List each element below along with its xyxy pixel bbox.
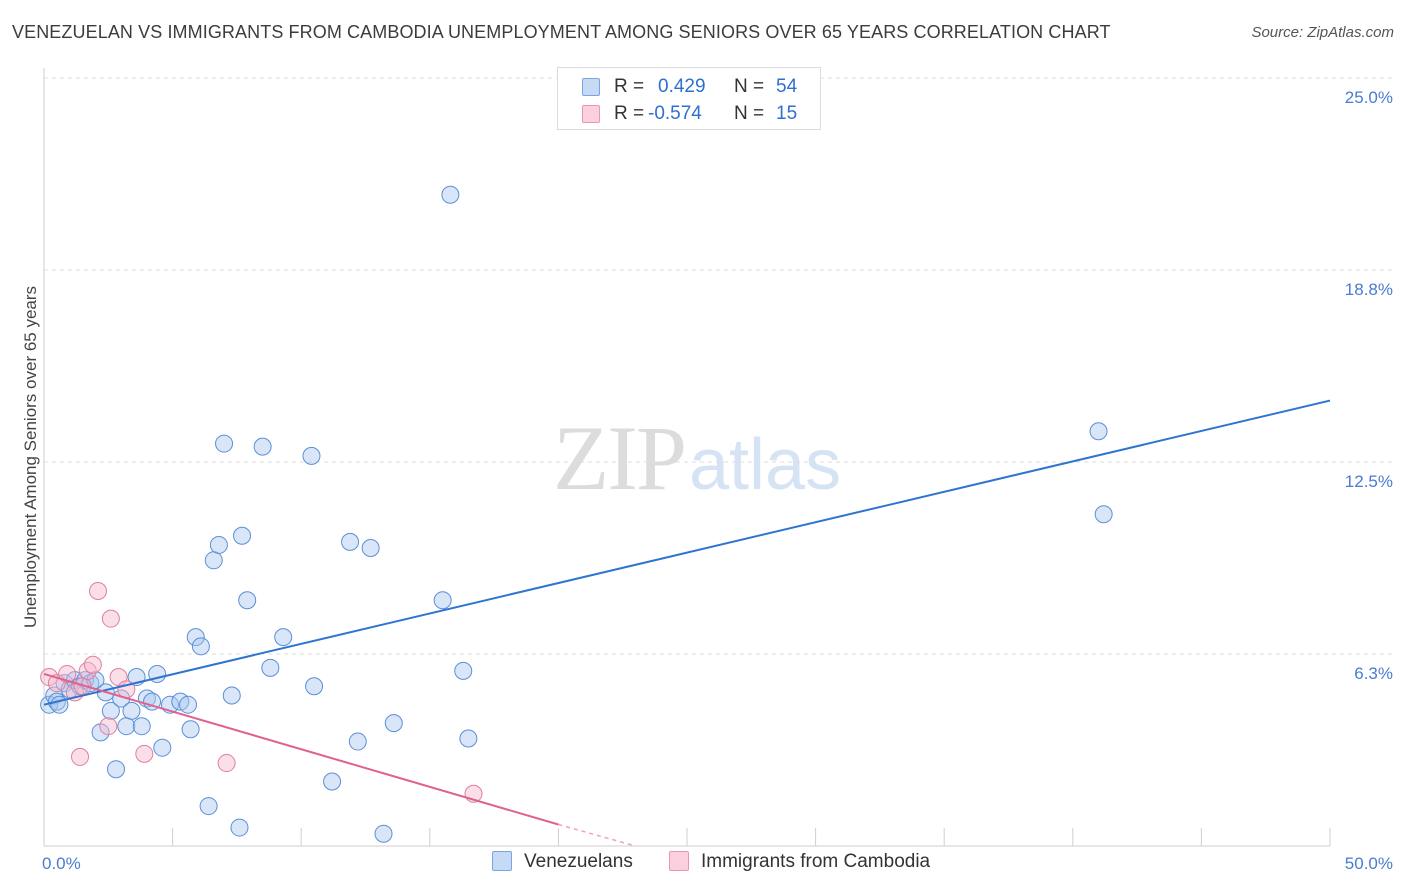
point-series1-7 [89,582,108,601]
point-series0-50 [441,185,460,204]
legend-r-value: 0.429 [658,76,706,97]
point-series0-35 [230,818,249,837]
point-series0-32 [209,535,228,554]
legend-r-label: R = [614,103,645,124]
series-legend-venezuelans: Venezuelans [492,851,633,873]
axes [43,68,1331,847]
point-series0-17 [122,701,141,720]
legend-r-value: -0.574 [648,103,702,124]
point-series0-48 [384,714,403,733]
point-series0-38 [253,437,272,456]
trend-line-series1 [43,673,559,826]
point-series0-36 [233,526,252,545]
point-series0-52 [459,729,478,748]
series-legend: Venezuelans Immigrants from Cambodia [0,851,1406,879]
point-series0-42 [305,677,324,696]
legend-n-label: N = [734,76,765,97]
trend-line-extension-series1 [558,823,636,847]
trend-line-series0 [43,399,1331,706]
point-series0-19 [132,717,151,736]
chart-title: VENEZUELAN VS IMMIGRANTS FROM CAMBODIA U… [12,22,1111,42]
legend-r-label: R = [614,76,645,97]
point-series0-30 [199,797,218,816]
point-series1-13 [71,747,90,766]
point-series0-31 [204,551,223,570]
point-series0-49 [433,591,452,610]
watermark: ZIPatlas [553,405,841,511]
series-swatch-venezuelans [492,851,512,871]
point-series1-6 [83,655,102,674]
point-series0-37 [238,591,257,610]
point-series0-53 [1089,422,1108,441]
point-series0-16 [117,717,136,736]
point-series0-40 [274,628,293,647]
data-points [40,185,1113,843]
point-series0-26 [179,695,198,714]
point-series0-29 [191,637,210,656]
point-series0-34 [222,686,241,705]
point-series0-46 [361,539,380,558]
point-series0-41 [302,446,321,465]
series-name-venezuelans: Venezuelans [524,851,633,872]
point-series0-51 [454,661,473,680]
legend-row-cambodia: R = -0.574 N = 15 [558,101,820,127]
y-tick-label-3: 6.3% [1354,664,1393,683]
legend-n-label: N = [734,103,765,124]
series-swatch-cambodia [669,851,689,871]
y-axis-title: Unemployment Among Seniors over 65 years [21,286,40,628]
legend-n-value: 15 [776,103,798,124]
point-series1-2 [58,664,77,683]
point-series0-28 [186,628,205,647]
legend-swatch-venezuelans [582,78,600,96]
watermark-zip: ZIP [553,407,687,509]
legend-row-venezuelans: R = 0.429 N = 54 [558,74,820,100]
point-series0-54 [1094,505,1113,524]
point-series1-9 [101,609,120,628]
y-tick-label-2: 12.5% [1345,472,1393,491]
series-name-cambodia: Immigrants from Cambodia [701,851,931,872]
point-series0-45 [348,732,367,751]
point-series0-44 [341,532,360,551]
x-tick-label-max: 50.0% [1345,854,1393,873]
point-series0-13 [101,701,120,720]
series-legend-cambodia: Immigrants from Cambodia [669,851,930,873]
legend-swatch-cambodia [582,105,600,123]
point-series1-14 [217,754,236,773]
point-series0-33 [215,434,234,453]
gridlines [44,77,1392,655]
point-series1-12 [135,744,154,763]
chart-source: Source: ZipAtlas.com [1251,24,1394,41]
legend-n-value: 54 [776,76,798,97]
point-series1-8 [99,717,118,736]
y-tick-label-0: 25.0% [1345,88,1393,107]
x-tick-label-min: 0.0% [42,854,81,873]
y-tick-labels: 25.0% 18.8% 12.5% 6.3% [1345,88,1393,683]
trend-lines [43,399,1331,847]
point-series0-47 [374,824,393,843]
point-series0-27 [181,720,200,739]
watermark-atlas: atlas [689,425,842,505]
y-tick-label-1: 18.8% [1345,280,1393,299]
point-series0-14 [107,760,126,779]
correlation-legend: R = 0.429 N = 54 R = -0.574 N = 15 [557,67,821,130]
point-series0-39 [261,658,280,677]
point-series0-23 [153,738,172,757]
point-series0-43 [323,772,342,791]
